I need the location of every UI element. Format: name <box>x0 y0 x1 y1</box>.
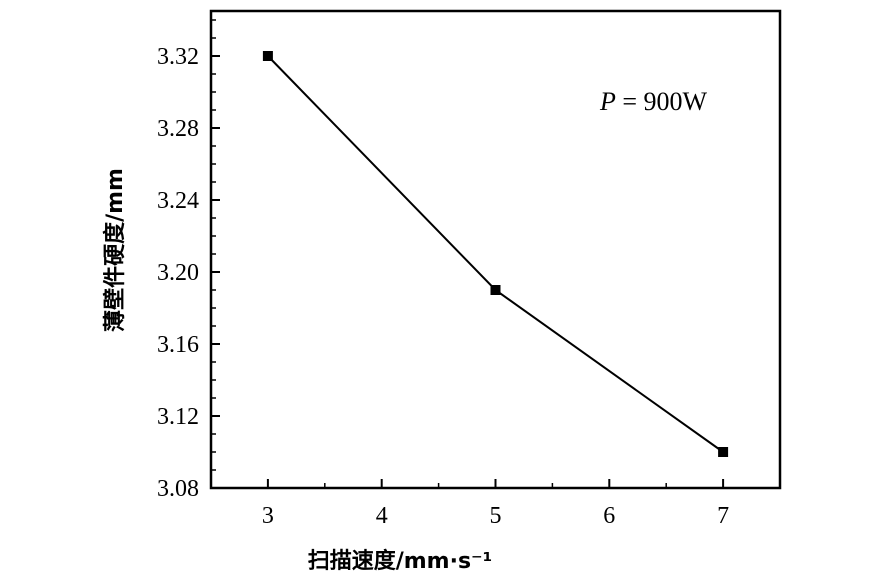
data-point <box>490 285 501 295</box>
x-tick-label: 3 <box>262 503 274 529</box>
power-annotation-value: = 900W <box>616 87 708 116</box>
y-tick-label: 3.28 <box>157 116 199 142</box>
y-tick-label: 3.08 <box>157 476 199 502</box>
x-axis-title: 扫描速度/mm·s⁻¹ <box>308 548 493 574</box>
x-tick-label: 7 <box>717 503 729 529</box>
x-tick-label: 5 <box>490 503 502 529</box>
data-point <box>262 51 273 61</box>
y-tick-label: 3.16 <box>157 332 199 358</box>
plot-frame <box>209 9 782 490</box>
y-tick-label: 3.24 <box>157 188 199 214</box>
power-annotation-var: P <box>599 87 616 116</box>
y-axis-title: 薄壁件硬度/mm <box>102 168 128 332</box>
power-annotation: P = 900W <box>599 87 708 116</box>
data-series <box>262 51 729 457</box>
y-tick-label: 3.20 <box>157 260 199 286</box>
axis-ticks <box>210 19 781 489</box>
y-tick-label: 3.12 <box>157 404 199 430</box>
tick-labels: 3 4 5 6 7 3.08 3.12 3.16 3.20 3.24 3.28 3.32 <box>157 44 729 529</box>
x-tick-label: 6 <box>603 503 615 529</box>
x-tick-label: 4 <box>376 503 388 529</box>
data-point <box>718 447 729 457</box>
y-tick-label: 3.32 <box>157 44 199 70</box>
